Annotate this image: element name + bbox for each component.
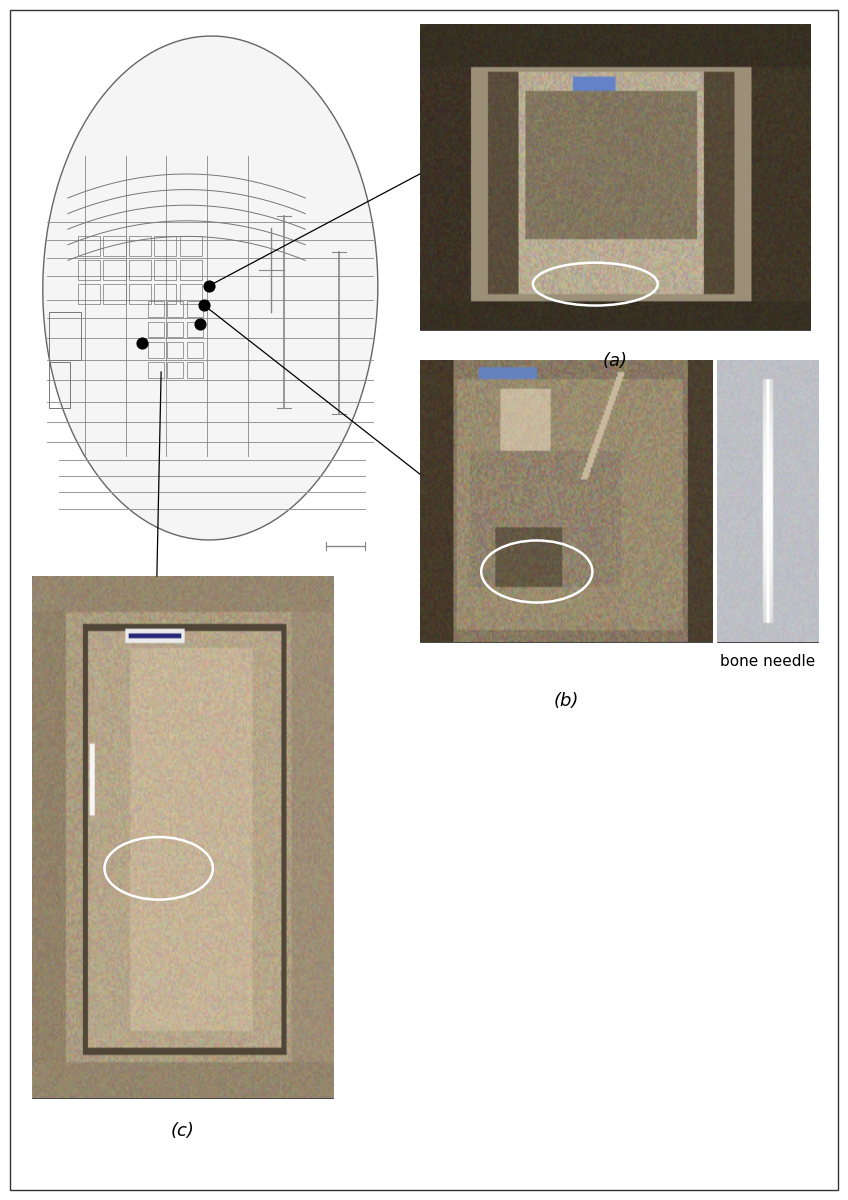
Bar xyxy=(129,236,151,256)
Ellipse shape xyxy=(42,36,378,540)
Bar xyxy=(148,342,164,358)
Bar xyxy=(717,360,818,642)
Bar xyxy=(148,301,164,317)
Point xyxy=(193,314,207,334)
Bar xyxy=(78,236,100,256)
Bar xyxy=(129,260,151,280)
Text: (b): (b) xyxy=(554,692,578,710)
Bar xyxy=(78,260,100,280)
Bar xyxy=(148,322,164,337)
Bar xyxy=(78,284,100,304)
Bar xyxy=(167,362,183,378)
Bar xyxy=(49,362,70,408)
Bar xyxy=(154,236,176,256)
Bar xyxy=(187,301,203,317)
Bar xyxy=(103,260,126,280)
Point xyxy=(203,276,216,295)
Bar xyxy=(154,260,176,280)
Bar xyxy=(187,322,203,337)
Bar xyxy=(129,284,151,304)
Bar xyxy=(180,260,202,280)
Text: (a): (a) xyxy=(602,352,628,370)
Bar xyxy=(167,301,183,317)
Bar xyxy=(180,236,202,256)
Bar xyxy=(103,284,126,304)
Point xyxy=(136,334,149,353)
Bar xyxy=(32,576,333,1098)
Text: (c): (c) xyxy=(170,1122,195,1140)
Bar xyxy=(103,236,126,256)
Bar xyxy=(420,360,712,642)
Point xyxy=(197,295,210,314)
Text: bone needle: bone needle xyxy=(720,654,815,670)
Bar xyxy=(180,284,202,304)
Bar xyxy=(154,284,176,304)
Bar xyxy=(21,18,407,564)
Bar xyxy=(420,24,810,330)
Bar xyxy=(148,362,164,378)
Bar xyxy=(167,342,183,358)
Bar xyxy=(187,362,203,378)
Bar xyxy=(187,342,203,358)
Bar xyxy=(167,322,183,337)
Bar xyxy=(49,312,81,360)
